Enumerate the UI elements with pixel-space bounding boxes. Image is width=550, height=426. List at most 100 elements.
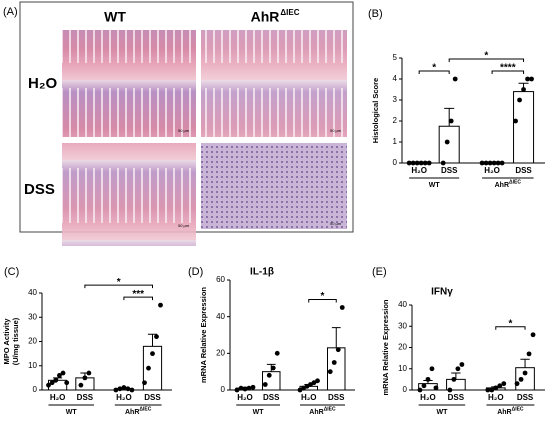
data-point: [479, 160, 485, 166]
panel-label: (E): [372, 266, 387, 278]
panel-label: (B): [368, 8, 383, 20]
error-bar: [444, 107, 455, 127]
error-bar: [147, 333, 158, 347]
data-point: [440, 160, 446, 166]
panel-label: (C): [4, 266, 19, 278]
data-point: [121, 385, 127, 390]
group-label-superscript: ΔIEC: [509, 179, 521, 185]
data-point: [418, 160, 424, 166]
y-tick-label: 40: [398, 300, 407, 309]
data-point: [113, 387, 119, 393]
data-point: [433, 385, 439, 391]
scale-bar-label: 50 µm: [330, 221, 342, 226]
data-point: [455, 366, 461, 372]
data-point: [46, 382, 51, 388]
data-point: [53, 377, 59, 383]
data-point: [425, 376, 431, 382]
significance-bracket: [308, 299, 337, 303]
data-point: [414, 160, 420, 166]
significance-label: *: [117, 277, 121, 288]
data-point: [238, 385, 244, 391]
bar: [513, 91, 535, 164]
histology-image: [62, 143, 196, 246]
panel-label: (A): [3, 6, 18, 18]
data-point: [513, 118, 518, 124]
x-tick-label: H₂O: [50, 393, 66, 402]
x-tick-label: DSS: [263, 393, 280, 402]
data-point: [327, 369, 333, 375]
data-point: [422, 160, 428, 166]
y-axis-label: mRNA Relative Expression: [381, 299, 390, 395]
data-point: [497, 383, 503, 389]
x-tick-label: H₂O: [411, 166, 427, 175]
significance-label: *: [484, 51, 488, 62]
y-tick-label: 0: [33, 385, 38, 394]
significance-label: ***: [132, 289, 144, 300]
scale-bar-label: 50 µm: [330, 128, 342, 133]
data-point: [526, 351, 532, 357]
significance-label: *: [321, 291, 325, 302]
x-tick-label: DSS: [448, 393, 465, 402]
data-point: [146, 365, 151, 371]
data-point: [339, 305, 345, 310]
data-point: [60, 370, 66, 376]
data-point: [426, 160, 432, 166]
column-label: AhR: [251, 9, 280, 25]
error-bar: [331, 327, 341, 348]
significance-label: *: [508, 318, 512, 329]
y-tick-label: 30: [28, 312, 37, 321]
y-tick-label: 0: [393, 158, 398, 167]
data-point: [493, 385, 499, 391]
y-tick-label: 4: [393, 74, 398, 83]
data-point: [410, 160, 416, 166]
significance-bracket: [491, 70, 525, 74]
group-label: AhR: [309, 409, 323, 416]
data-point: [514, 381, 520, 387]
data-point: [485, 387, 491, 393]
data-point: [518, 376, 524, 382]
data-point: [86, 370, 92, 376]
panel-label: (D): [188, 266, 203, 278]
y-tick-label: 20: [28, 337, 37, 346]
data-point: [525, 76, 530, 82]
bar: [438, 125, 460, 164]
data-point: [335, 347, 341, 353]
y-tick-label: 1: [393, 137, 398, 146]
data-point: [448, 118, 454, 124]
data-point: [242, 386, 248, 392]
data-point: [444, 139, 450, 145]
histology-image: [201, 143, 347, 229]
y-tick-label: 20: [216, 348, 225, 357]
y-tick-label: 0: [221, 385, 226, 394]
data-point: [266, 372, 272, 378]
data-point: [451, 376, 457, 382]
data-point: [158, 302, 163, 308]
data-point: [417, 387, 423, 393]
data-point: [406, 160, 412, 166]
data-point: [142, 380, 147, 386]
x-tick-label: H₂O: [484, 166, 500, 175]
data-point: [429, 366, 435, 372]
data-point: [495, 160, 501, 166]
group-label-superscript: ΔIEC: [324, 406, 336, 412]
group-label: AhR: [497, 409, 511, 416]
data-point: [78, 382, 84, 388]
x-tick-label: H₂O: [237, 393, 253, 402]
y-tick-label: 30: [398, 321, 407, 330]
data-point: [331, 360, 337, 365]
data-point: [421, 383, 427, 389]
y-tick-label: 5: [393, 53, 398, 62]
x-tick-label: DSS: [441, 166, 458, 175]
data-point: [487, 160, 493, 166]
row-label: DSS: [24, 181, 55, 198]
y-tick-label: 10: [28, 361, 37, 370]
data-point: [64, 380, 70, 386]
group-label: WT: [66, 409, 78, 416]
data-point: [270, 365, 276, 371]
y-axis-label: MPO Activity: [2, 318, 11, 365]
data-point: [315, 378, 320, 384]
data-point: [49, 380, 55, 386]
x-tick-label: DSS: [515, 166, 532, 175]
y-axis-label: mRNA Relative Expression: [199, 287, 208, 383]
